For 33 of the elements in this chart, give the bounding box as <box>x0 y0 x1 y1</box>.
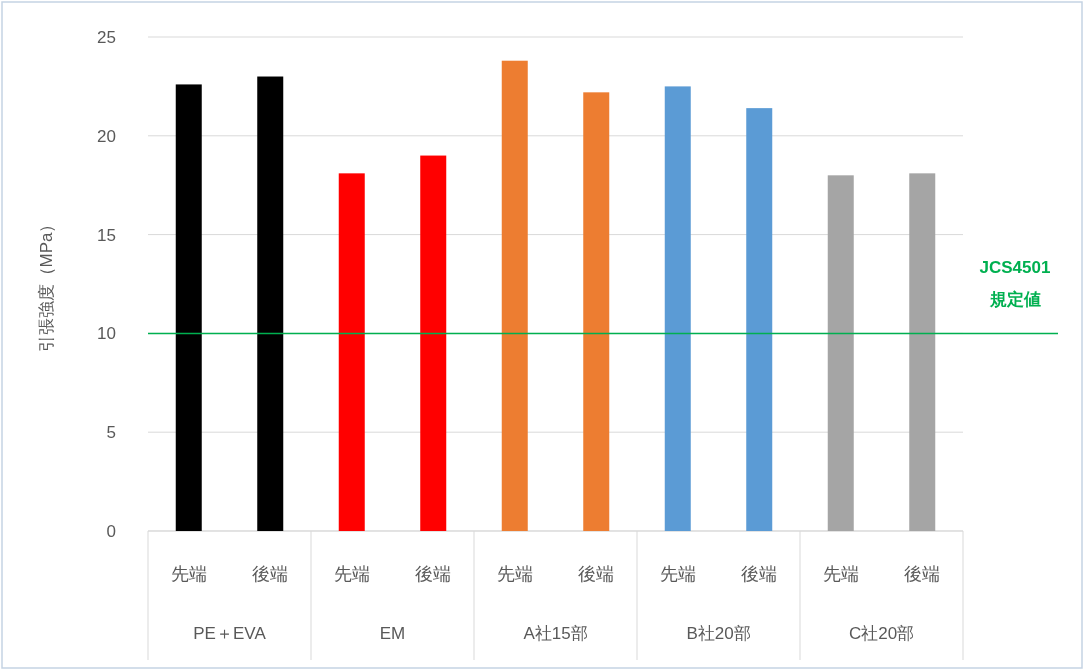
x-tick-label: 先端 <box>659 564 696 584</box>
x-tick-label: 先端 <box>822 564 859 584</box>
text: PE＋EVA <box>193 624 267 643</box>
bar <box>827 175 854 531</box>
x-tick-label: 後端 <box>415 564 452 584</box>
text: B社20部 <box>686 624 751 643</box>
y-tick-label: 10 <box>97 324 116 344</box>
bar <box>501 60 528 531</box>
y-tick-label: 25 <box>97 28 116 47</box>
x-tick-label: 後端 <box>741 564 778 584</box>
x-tick-label: 先端 <box>496 564 533 584</box>
y-tick-label: 20 <box>97 126 116 146</box>
x-tick-label: 後端 <box>252 564 289 584</box>
y-axis-title: 引張強度（MPa） <box>37 215 56 353</box>
y-tick-label: 5 <box>106 423 116 443</box>
bar <box>664 86 691 531</box>
bar <box>420 155 447 531</box>
text: A社15部 <box>523 624 588 643</box>
ref-line-label: JCS4501 規定値 <box>979 258 1051 309</box>
bar <box>583 92 610 531</box>
bar <box>338 173 365 531</box>
y-tick-label: 0 <box>106 522 116 541</box>
bar <box>175 84 202 531</box>
y-tick-label: 15 <box>97 225 116 245</box>
bar <box>746 108 773 531</box>
x-tick-label: 先端 <box>333 564 370 584</box>
bar <box>909 173 936 531</box>
bar <box>257 76 284 531</box>
x-tick-label: 後端 <box>904 564 941 584</box>
text: EM <box>379 624 406 643</box>
text: C社20部 <box>848 624 915 643</box>
x-tick-label: 後端 <box>578 564 615 584</box>
x-tick-label: 先端 <box>170 564 207 584</box>
